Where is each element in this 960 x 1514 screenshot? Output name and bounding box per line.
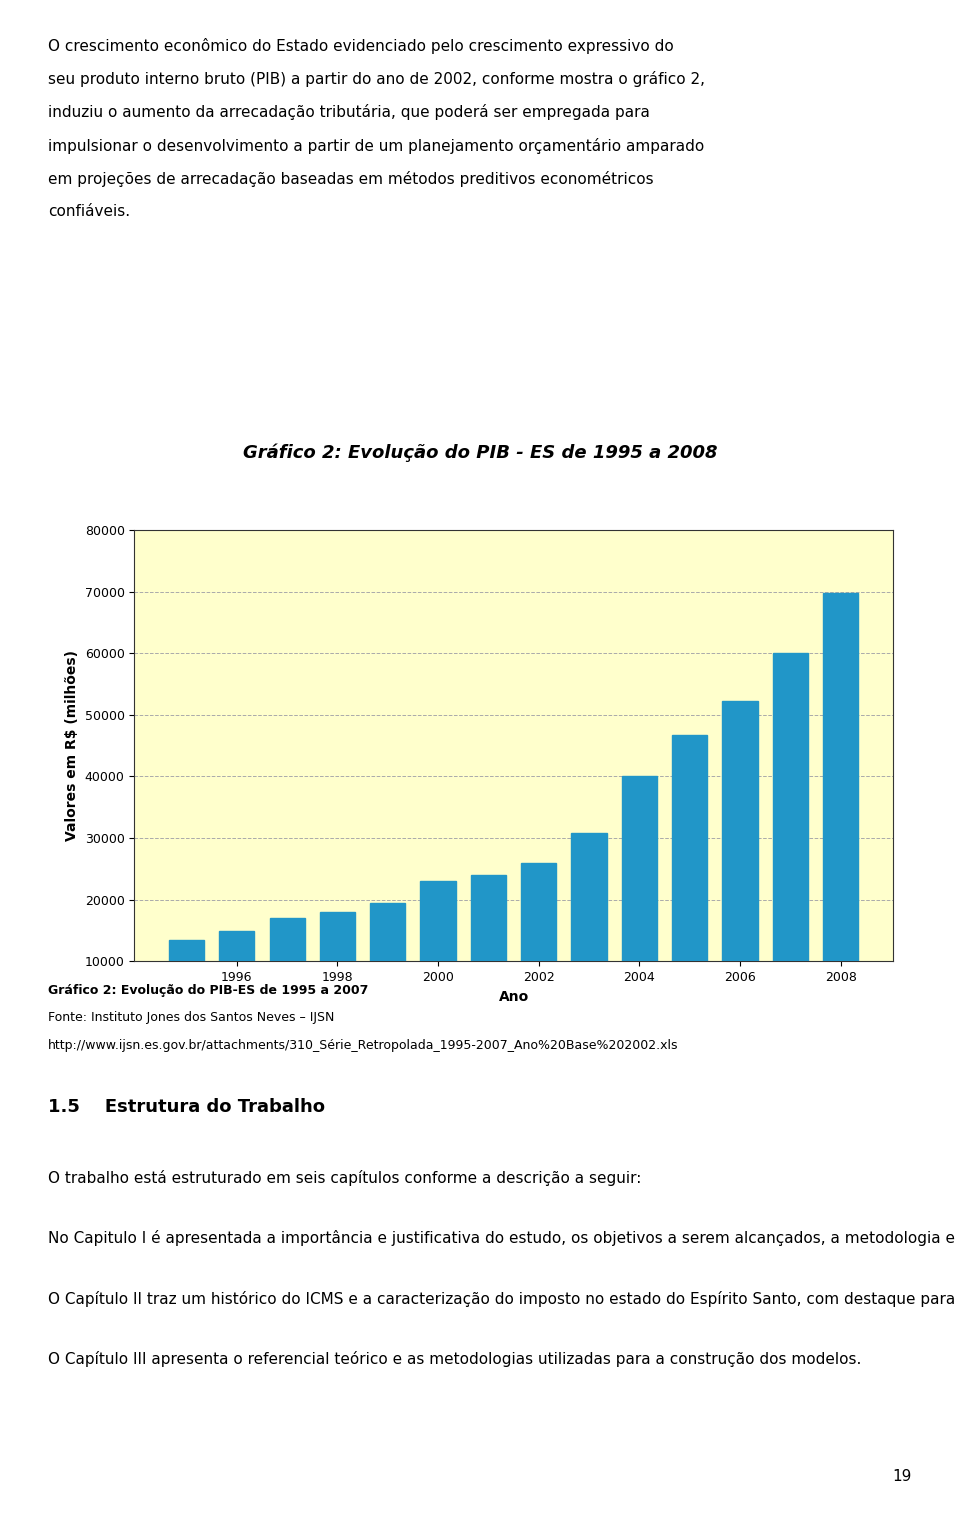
Y-axis label: Valores em R$ (milhões): Valores em R$ (milhões) <box>65 650 79 842</box>
Text: http://www.ijsn.es.gov.br/attachments/310_Série_Retropolada_1995-2007_Ano%20Base: http://www.ijsn.es.gov.br/attachments/31… <box>48 1039 679 1052</box>
Text: 1.5    Estrutura do Trabalho: 1.5 Estrutura do Trabalho <box>48 1098 325 1116</box>
Text: Gráfico 2: Evolução do PIB - ES de 1995 a 2008: Gráfico 2: Evolução do PIB - ES de 1995 … <box>243 444 717 462</box>
Text: confiáveis.: confiáveis. <box>48 204 131 220</box>
Text: em projeções de arrecadação baseadas em métodos preditivos econométricos: em projeções de arrecadação baseadas em … <box>48 171 654 188</box>
X-axis label: Ano: Ano <box>498 990 529 1004</box>
Bar <box>371 902 405 1023</box>
Text: Fonte: Instituto Jones dos Santos Neves – IJSN: Fonte: Instituto Jones dos Santos Neves … <box>48 1011 334 1025</box>
Bar <box>169 940 204 1023</box>
Bar <box>470 875 506 1023</box>
Bar <box>420 881 456 1023</box>
Bar <box>320 911 355 1023</box>
Text: 19: 19 <box>893 1469 912 1484</box>
Text: Gráfico 2: Evolução do PIB-ES de 1995 a 2007: Gráfico 2: Evolução do PIB-ES de 1995 a … <box>48 984 369 998</box>
Text: impulsionar o desenvolvimento a partir de um planejamento orçamentário amparado: impulsionar o desenvolvimento a partir d… <box>48 138 705 154</box>
Text: seu produto interno bruto (PIB) a partir do ano de 2002, conforme mostra o gráfi: seu produto interno bruto (PIB) a partir… <box>48 71 705 88</box>
Text: induziu o aumento da arrecadação tributária, que poderá ser empregada para: induziu o aumento da arrecadação tributá… <box>48 104 650 121</box>
Bar <box>672 736 708 1023</box>
Bar <box>622 777 657 1023</box>
Text: No Capitulo I é apresentada a importância e justificativa do estudo, os objetivo: No Capitulo I é apresentada a importânci… <box>48 1229 960 1246</box>
Text: O crescimento econômico do Estado evidenciado pelo crescimento expressivo do: O crescimento econômico do Estado eviden… <box>48 38 674 55</box>
Text: O Capítulo II traz um histórico do ICMS e a caracterização do imposto no estado : O Capítulo II traz um histórico do ICMS … <box>48 1290 960 1307</box>
Bar <box>773 653 808 1023</box>
Bar <box>521 863 557 1023</box>
Text: O Capítulo III apresenta o referencial teórico e as metodologias utilizadas para: O Capítulo III apresenta o referencial t… <box>48 1352 861 1367</box>
Bar <box>823 593 858 1023</box>
Bar <box>270 917 304 1023</box>
Bar <box>723 701 757 1023</box>
Text: O trabalho está estruturado em seis capítulos conforme a descrição a seguir:: O trabalho está estruturado em seis capí… <box>48 1170 641 1185</box>
Bar <box>219 931 254 1023</box>
Bar <box>571 833 607 1023</box>
